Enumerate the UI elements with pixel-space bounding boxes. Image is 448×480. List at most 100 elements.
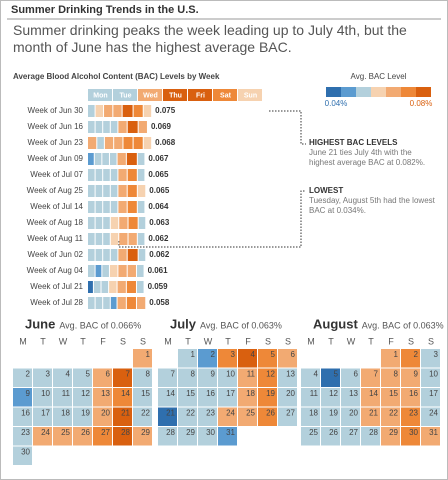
month-average: Avg. BAC of 0.066%: [59, 320, 141, 330]
day-number: 10: [429, 370, 438, 379]
weekday: F: [100, 336, 106, 346]
weekday: W: [204, 336, 213, 346]
day-number: 3: [231, 350, 236, 359]
day-number: 14: [166, 389, 175, 398]
day-number: 30: [21, 448, 30, 457]
cell: [127, 169, 137, 181]
weekday: T: [328, 336, 334, 346]
weekday: M: [164, 336, 172, 346]
cell: [103, 217, 110, 229]
day-number: 19: [266, 389, 275, 398]
cell: [117, 281, 126, 293]
month-average: Avg. BAC of 0.063%: [362, 320, 444, 330]
day-number: 4: [251, 350, 256, 359]
calendar-day: [13, 427, 32, 446]
cell: [95, 233, 103, 245]
row-label: Week of Jul 21: [30, 282, 83, 291]
cell: [88, 185, 95, 197]
calendar-day: [178, 349, 197, 368]
value-label: 0.069: [151, 122, 172, 131]
cell: [88, 265, 95, 277]
calendar-day: [401, 388, 420, 407]
weekday: S: [428, 336, 434, 346]
cell: [101, 281, 109, 293]
calendar-day: [361, 388, 380, 407]
day-number: 25: [309, 428, 318, 437]
value-label: 0.064: [148, 202, 169, 211]
day-number: 3: [434, 350, 439, 359]
value-label: 0.065: [149, 186, 170, 195]
day-number: 10: [226, 370, 235, 379]
calendar-day: [133, 349, 152, 368]
weekday: T: [40, 336, 46, 346]
cell: [110, 249, 118, 261]
cell: [127, 249, 138, 261]
row-label: Week of Jul 07: [30, 170, 83, 179]
cell: [128, 233, 137, 245]
row-label: Week of Jun 23: [28, 138, 84, 147]
row-label: Week of Jul 28: [30, 298, 83, 307]
cell: [113, 105, 122, 117]
day-number: 20: [286, 389, 295, 398]
calendar-day: [278, 368, 297, 387]
cell: [143, 105, 152, 117]
value-label: 0.075: [155, 106, 176, 115]
cell: [118, 121, 127, 133]
day-header: [88, 89, 112, 101]
day-number: 31: [429, 428, 438, 437]
cell: [118, 201, 127, 213]
calendar-day: [53, 388, 72, 407]
day-number: 5: [334, 370, 339, 379]
day-header: [188, 89, 212, 101]
calendar-day: [381, 368, 400, 387]
day-number: 27: [101, 428, 110, 437]
day-number: 28: [369, 428, 378, 437]
day-number: 11: [62, 389, 71, 398]
calendar-day: [421, 388, 440, 407]
day-number: 4: [314, 370, 319, 379]
calendar-day: [301, 407, 320, 426]
cell: [110, 233, 119, 245]
legend-swatch: [341, 87, 356, 97]
value-label: 0.062: [148, 234, 169, 243]
calendar-day: [178, 407, 197, 426]
day-number: 23: [409, 409, 418, 418]
day-label: Tue: [120, 92, 132, 99]
day-number: 21: [166, 409, 175, 418]
day-number: 18: [61, 409, 70, 418]
calendar-day: [321, 427, 340, 446]
calendar-day: [158, 427, 177, 446]
cell: [138, 121, 147, 133]
cell: [95, 105, 104, 117]
cell: [95, 297, 103, 309]
weekday: S: [140, 336, 146, 346]
cell: [122, 105, 133, 117]
cell: [94, 153, 102, 165]
day-label: Sat: [220, 92, 232, 99]
calendar-day: [13, 368, 32, 387]
day-number: 13: [349, 389, 358, 398]
day-number: 14: [121, 389, 130, 398]
day-number: 31: [226, 428, 235, 437]
calendar-day: [301, 388, 320, 407]
calendar-day: [381, 407, 400, 426]
calendar-day: [13, 446, 32, 465]
calendar-day: [13, 388, 32, 407]
calendar-day: [321, 388, 340, 407]
row-label: Week of Jun 16: [28, 122, 84, 131]
calendar-day: [361, 407, 380, 426]
day-number: 6: [291, 350, 296, 359]
annotation-text: June 21 ties July 4th with the highest a…: [309, 148, 426, 167]
calendar-day: [218, 388, 237, 407]
calendar-day: [73, 427, 92, 446]
row-label: Week of Aug 04: [27, 266, 84, 275]
calendar-day: [401, 349, 420, 368]
cell: [88, 153, 94, 165]
row-label: Week of Jun 30: [28, 106, 84, 115]
cell: [88, 169, 95, 181]
value-label: 0.062: [149, 250, 170, 259]
day-number: 28: [166, 428, 175, 437]
cell: [95, 217, 103, 229]
cell: [93, 281, 101, 293]
